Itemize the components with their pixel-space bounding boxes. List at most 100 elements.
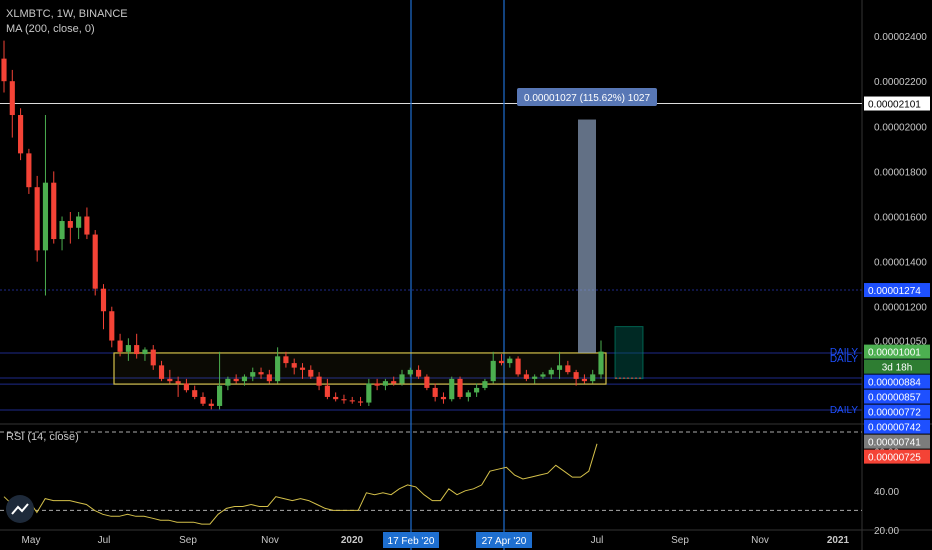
candle (84, 207, 90, 240)
candle (142, 347, 148, 361)
candle (540, 372, 546, 379)
candle-body (357, 401, 364, 403)
candle (225, 376, 231, 391)
price-badge-label: 0.00000772 (868, 408, 921, 419)
time-highlight-bg (383, 532, 439, 548)
time-highlight-label: 17 Feb '20 (388, 536, 435, 547)
price-tick-label: 0.00002000 (874, 122, 927, 133)
candle (42, 115, 49, 296)
candle (76, 212, 82, 240)
time-tick-label: May (22, 535, 41, 546)
candle (407, 367, 413, 377)
candle (465, 390, 471, 402)
measure-tooltip-bg (517, 88, 657, 106)
candle-body (134, 345, 140, 355)
candle (416, 365, 422, 379)
candle (51, 171, 57, 244)
candle (67, 212, 73, 244)
candle (349, 396, 355, 404)
candle (100, 284, 107, 330)
candle (125, 338, 131, 361)
candle-body (590, 374, 596, 382)
candle (482, 378, 488, 391)
candle-body (515, 358, 521, 375)
measure-bar (578, 119, 596, 353)
candle (515, 356, 521, 377)
candle-body (18, 115, 24, 154)
candle-body (275, 356, 281, 382)
candle-body (283, 356, 289, 364)
candle-body (540, 374, 546, 377)
candle-body (217, 385, 223, 406)
price-badge-label: 0.00001001 (868, 348, 921, 359)
candle (233, 374, 239, 384)
candle (523, 369, 529, 382)
candle-body (117, 340, 123, 352)
candle-body (556, 365, 563, 370)
candle-body (192, 390, 198, 397)
candle (250, 367, 256, 382)
price-tick-label: 0.00001400 (874, 258, 927, 269)
candle-body (9, 81, 15, 116)
candle-body (67, 221, 73, 228)
daily-level-label: DAILY (830, 347, 858, 358)
price-badge-bg (864, 419, 930, 434)
candle-body (581, 378, 587, 382)
candle (357, 396, 364, 406)
candle (581, 374, 587, 384)
candle (440, 392, 447, 404)
rsi-indicator-label: RSI (14, close) (6, 431, 79, 443)
candle-body (51, 182, 57, 240)
candle-body (158, 365, 165, 379)
candle-body (208, 403, 214, 406)
candle-body (266, 374, 272, 382)
candle-body (349, 400, 355, 402)
candle (299, 363, 306, 379)
candle-body (34, 187, 40, 251)
candle (366, 378, 372, 406)
candle-body (167, 378, 173, 382)
candle (175, 376, 181, 397)
time-tick-label: 2020 (341, 535, 364, 546)
candle (34, 175, 40, 262)
candle-body (498, 360, 505, 364)
candle-body (59, 221, 65, 240)
time-tick-label: Nov (261, 535, 279, 546)
candle (556, 351, 563, 379)
candle (59, 216, 65, 251)
candle (9, 69, 15, 138)
consolidation-range-box (113, 352, 607, 385)
candle (457, 376, 463, 400)
price-badge-bg (864, 389, 930, 404)
candle (1, 40, 7, 93)
candle (275, 347, 281, 384)
candle (192, 385, 198, 400)
candle-body (291, 363, 297, 368)
candle (532, 374, 538, 384)
candle-body (299, 367, 306, 370)
candle-body (366, 383, 372, 403)
rsi-tick-label: 40.00 (874, 487, 899, 498)
candle (134, 333, 140, 359)
candle (117, 333, 123, 357)
candle-body (183, 383, 189, 391)
candle-body (382, 381, 388, 386)
candle (449, 376, 455, 402)
candle-body (482, 381, 488, 388)
candle (590, 369, 596, 384)
rsi-tick-label: 20.00 (874, 526, 899, 537)
candle (26, 148, 32, 194)
candle-body (374, 383, 380, 386)
price-tick-label: 0.00001600 (874, 213, 927, 224)
candle-body (573, 372, 579, 379)
candle-body (399, 374, 405, 384)
candle-body (76, 216, 82, 228)
price-badge-bg (864, 374, 930, 389)
projection-box (614, 326, 644, 380)
time-highlight-bg (476, 532, 532, 548)
candle-body (598, 351, 604, 375)
candle (498, 354, 505, 366)
candle (291, 358, 297, 375)
